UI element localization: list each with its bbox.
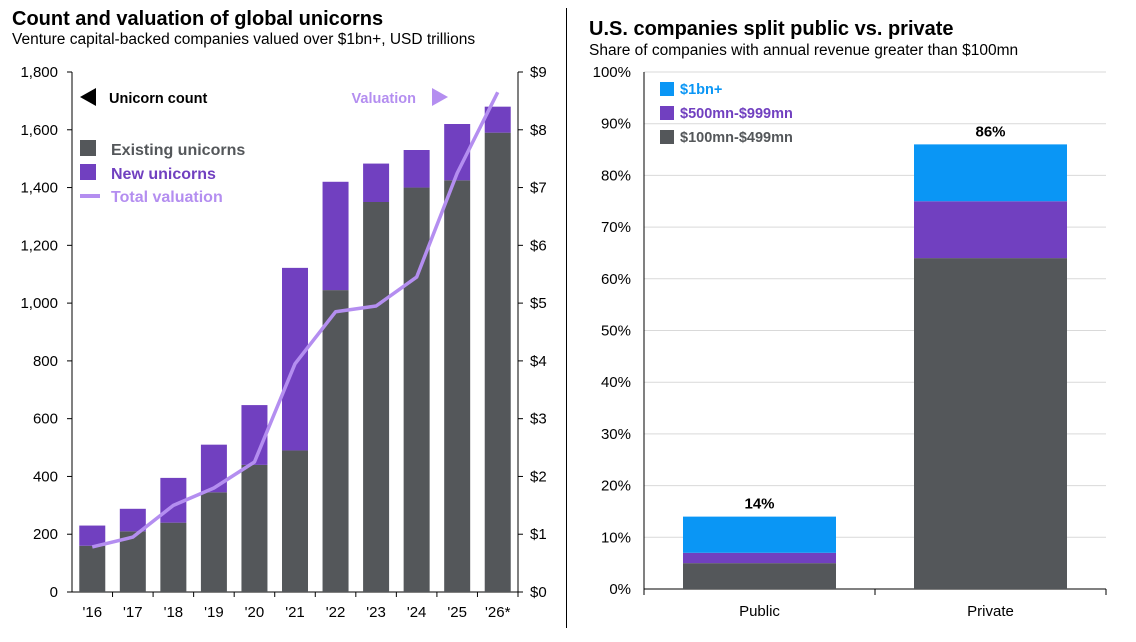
right-y-tick-label: $4 xyxy=(530,353,547,370)
new-unicorns-bar xyxy=(119,508,146,532)
x-tick-label: '26* xyxy=(485,604,511,621)
right-y-tick-label: $8 xyxy=(530,122,547,139)
legend-1bn-label: $1bn+ xyxy=(680,82,722,98)
new-unicorns-bar xyxy=(322,181,349,291)
y-tick-label: 20% xyxy=(601,478,631,495)
legend-valuation-label: Total valuation xyxy=(111,189,223,206)
existing-unicorns-bar xyxy=(363,202,390,592)
legend-100mn-label: $100mn-$499mn xyxy=(680,130,793,146)
new-unicorns-bar xyxy=(79,525,106,546)
left-y-tick-label: 200 xyxy=(33,526,58,543)
left-arrow-icon xyxy=(80,88,96,106)
revenue-100-499mn-bar xyxy=(914,258,1067,589)
y-tick-label: 40% xyxy=(601,374,631,391)
right-y-tick-label: $1 xyxy=(530,526,547,543)
new-unicorns-bar xyxy=(241,405,268,465)
left-y-tick-label: 1,600 xyxy=(20,122,58,139)
left-y-tick-label: 1,200 xyxy=(20,237,58,254)
total-valuation-line xyxy=(91,91,500,549)
revenue-500-999mn-bar xyxy=(914,201,1067,259)
revenue-500-999mn-bar xyxy=(683,552,836,564)
x-tick-label: '18 xyxy=(164,604,184,621)
right-chart-subtitle: Share of companies with annual revenue g… xyxy=(589,42,1019,59)
x-tick-label: '24 xyxy=(407,604,427,621)
new-unicorns-bar xyxy=(403,150,430,188)
right-y-tick-label: $3 xyxy=(530,411,547,428)
existing-unicorns-bar xyxy=(444,180,471,593)
x-tick-label: Private xyxy=(967,603,1014,620)
existing-unicorns-bar xyxy=(484,132,511,592)
right-y-tick-label: $2 xyxy=(530,468,547,485)
existing-unicorns-bar xyxy=(241,464,268,592)
total-data-label: 86% xyxy=(975,123,1005,140)
y-tick-label: 100% xyxy=(593,64,631,81)
left-y-tick-label: 600 xyxy=(33,411,58,428)
revenue-1bn-plus-bar xyxy=(683,516,836,553)
x-tick-label: '19 xyxy=(204,604,224,621)
y-tick-label: 0% xyxy=(609,581,631,598)
left-y-tick-label: 1,400 xyxy=(20,180,58,197)
x-tick-label: '22 xyxy=(326,604,346,621)
y-tick-label: 90% xyxy=(601,116,631,133)
new-unicorns-bar xyxy=(282,267,308,451)
existing-unicorns-bar xyxy=(322,290,349,592)
left-chart-title: Count and valuation of global unicorns xyxy=(12,8,384,30)
existing-unicorns-bar xyxy=(119,531,146,592)
existing-unicorns-swatch xyxy=(80,140,96,156)
y-tick-label: 80% xyxy=(601,167,631,184)
legend-existing-label: Existing unicorns xyxy=(111,142,245,159)
legend-100mn-swatch xyxy=(660,130,674,144)
valuation-label: Valuation xyxy=(352,91,416,107)
y-tick-label: 30% xyxy=(601,426,631,443)
left-y-tick-label: 800 xyxy=(33,353,58,370)
new-unicorns-swatch xyxy=(80,164,96,180)
right-y-tick-label: $7 xyxy=(530,180,547,197)
left-y-tick-label: 0 xyxy=(50,584,58,601)
x-tick-label: '17 xyxy=(123,604,143,621)
right-y-tick-label: $9 xyxy=(530,64,547,81)
x-tick-label: '25 xyxy=(447,604,467,621)
right-chart-title: U.S. companies split public vs. private xyxy=(589,18,954,40)
left-y-tick-label: 1,000 xyxy=(20,295,58,312)
right-y-tick-label: $6 xyxy=(530,237,547,254)
legend-new-label: New unicorns xyxy=(111,166,216,183)
x-tick-label: '21 xyxy=(285,604,305,621)
y-tick-label: 50% xyxy=(601,323,631,340)
x-tick-label: '16 xyxy=(82,604,102,621)
left-chart-subtitle: Venture capital-backed companies valued … xyxy=(12,31,476,48)
unicorn-count-label: Unicorn count xyxy=(109,91,207,107)
left-y-tick-label: 400 xyxy=(33,468,58,485)
y-tick-label: 60% xyxy=(601,271,631,288)
x-tick-label: '20 xyxy=(245,604,265,621)
legend-1bn-swatch xyxy=(660,82,674,96)
legend-500mn-swatch xyxy=(660,106,674,120)
x-tick-label: '23 xyxy=(366,604,386,621)
left-y-tick-label: 1,800 xyxy=(20,64,58,81)
legend-500mn-label: $500mn-$999mn xyxy=(680,106,793,122)
right-y-tick-label: $5 xyxy=(530,295,547,312)
unicorn-chart: 0 200 400 600 800 1,000 1,200 1,400 1,600 1,800 $0… xyxy=(20,64,547,621)
panel-divider xyxy=(566,8,567,628)
y-tick-label: 10% xyxy=(601,529,631,546)
right-y-tick-label: $0 xyxy=(530,584,547,601)
x-tick-label: Public xyxy=(739,603,780,620)
existing-unicorns-bar xyxy=(200,492,227,592)
existing-unicorns-bar xyxy=(79,545,106,592)
revenue-100-499mn-bar xyxy=(683,563,836,589)
existing-unicorns-bar xyxy=(160,522,187,592)
new-unicorns-bar xyxy=(363,163,390,202)
right-arrow-icon xyxy=(432,88,448,106)
revenue-1bn-plus-bar xyxy=(914,144,1067,202)
existing-unicorns-bar xyxy=(282,450,308,592)
y-tick-label: 70% xyxy=(601,219,631,236)
total-data-label: 14% xyxy=(744,496,774,513)
